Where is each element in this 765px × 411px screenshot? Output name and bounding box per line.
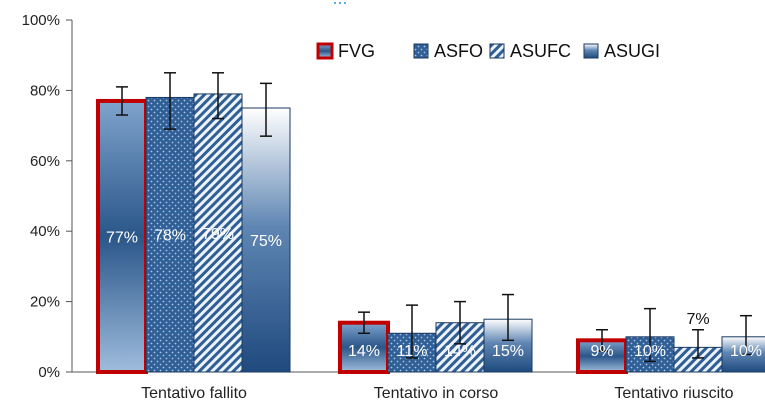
- legend-swatch-asufc: [489, 43, 505, 59]
- bar-asugi-0: [241, 107, 291, 373]
- legend-label-fvg: FVG: [338, 41, 375, 61]
- category-label: Tentativo fallito: [141, 385, 247, 402]
- y-tick-label: 20%: [30, 294, 60, 311]
- data-label: 78%: [154, 228, 186, 245]
- category-label: Tentativo riuscito: [614, 385, 733, 402]
- y-tick-label: 40%: [30, 223, 60, 240]
- y-tick-label: 0%: [38, 364, 60, 381]
- bar-fvg-0: [96, 98, 148, 375]
- bar-asufc-0: [193, 93, 243, 373]
- legend-swatch-asugi: [583, 43, 599, 59]
- data-label: 10%: [730, 343, 762, 360]
- y-tick-label: 80%: [30, 82, 60, 99]
- legend-swatch-asfo: [413, 43, 429, 59]
- category-label: Tentativo in corso: [374, 385, 499, 402]
- data-label: 75%: [250, 233, 282, 250]
- data-label: 14%: [348, 343, 380, 360]
- legend-label-asufc: ASUFC: [510, 41, 571, 61]
- chart-title: ...: [332, 0, 347, 8]
- bar-asufc-1: [435, 322, 485, 373]
- legend-label-asugi: ASUGI: [604, 41, 660, 61]
- data-label: 9%: [590, 343, 613, 360]
- y-tick-label: 60%: [30, 153, 60, 170]
- data-label: 10%: [634, 343, 666, 360]
- data-label: 77%: [106, 229, 138, 246]
- data-label: 7%: [686, 311, 709, 328]
- data-label: 79%: [202, 226, 234, 243]
- data-label: 15%: [492, 343, 524, 360]
- data-label: 11%: [397, 343, 428, 360]
- legend-swatch-fvg: [316, 42, 334, 60]
- bar-asfo-0: [145, 96, 195, 373]
- legend-label-asfo: ASFO: [434, 41, 483, 61]
- data-label: 14%: [444, 343, 476, 360]
- y-tick-label: 100%: [22, 12, 60, 29]
